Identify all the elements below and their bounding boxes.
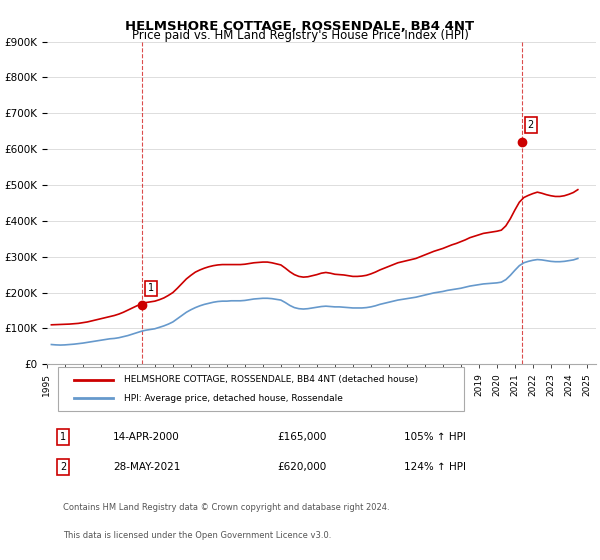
Text: £620,000: £620,000 [277,462,326,472]
Text: 105% ↑ HPI: 105% ↑ HPI [404,432,466,442]
Text: HPI: Average price, detached house, Rossendale: HPI: Average price, detached house, Ross… [124,394,343,403]
Text: 1: 1 [148,283,154,293]
Text: 2: 2 [60,462,67,472]
FancyBboxPatch shape [58,367,464,412]
Text: 1: 1 [60,432,67,442]
Text: £165,000: £165,000 [277,432,327,442]
Text: 2: 2 [527,120,534,130]
Text: Price paid vs. HM Land Registry's House Price Index (HPI): Price paid vs. HM Land Registry's House … [131,29,469,42]
Text: HELMSHORE COTTAGE, ROSSENDALE, BB4 4NT (detached house): HELMSHORE COTTAGE, ROSSENDALE, BB4 4NT (… [124,375,418,384]
Text: This data is licensed under the Open Government Licence v3.0.: This data is licensed under the Open Gov… [64,531,332,540]
Text: 124% ↑ HPI: 124% ↑ HPI [404,462,466,472]
Text: 14-APR-2000: 14-APR-2000 [113,432,179,442]
Text: 28-MAY-2021: 28-MAY-2021 [113,462,180,472]
Text: HELMSHORE COTTAGE, ROSSENDALE, BB4 4NT: HELMSHORE COTTAGE, ROSSENDALE, BB4 4NT [125,20,475,32]
Text: Contains HM Land Registry data © Crown copyright and database right 2024.: Contains HM Land Registry data © Crown c… [64,503,390,512]
